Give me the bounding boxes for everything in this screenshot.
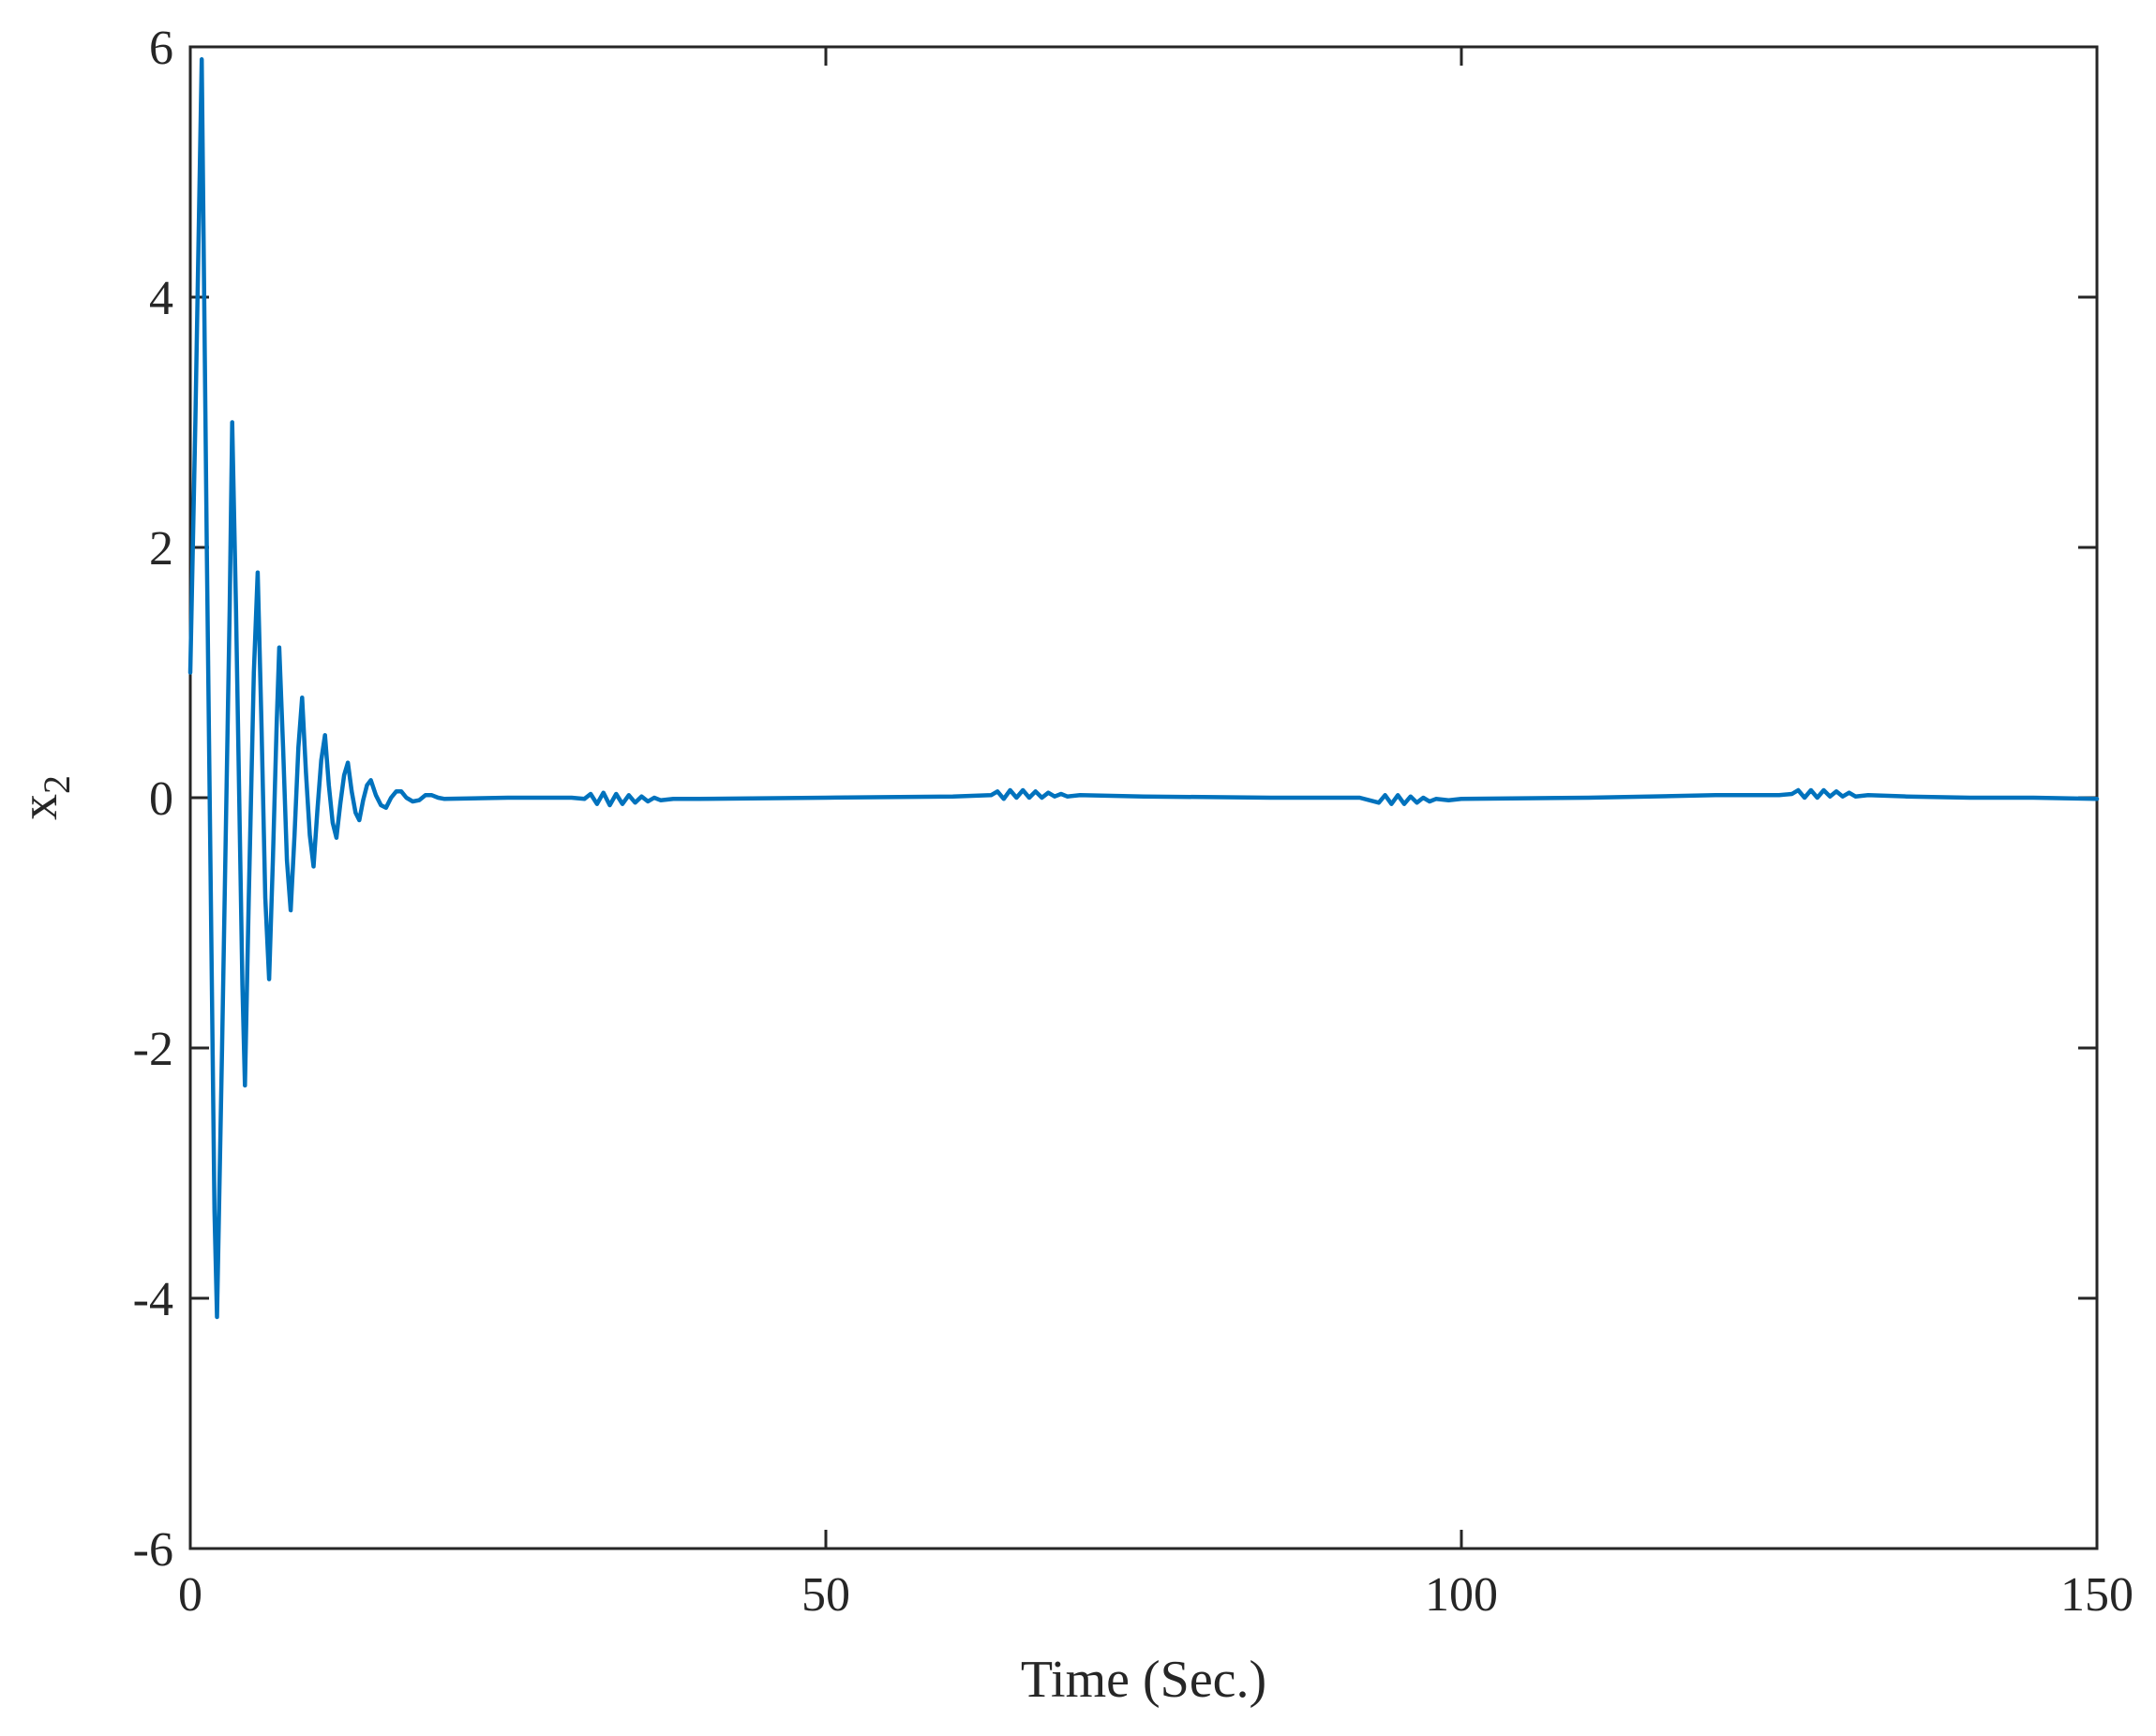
x-tick-label: 150 [2060,1568,2134,1622]
plot-area [187,45,2100,1550]
y-tick-label: -2 [133,1023,173,1076]
y-tick-label: -6 [133,1523,173,1577]
x-tick-label: 50 [801,1568,850,1622]
y-tick-label: 6 [149,22,173,75]
x-tick-label: 100 [1425,1568,1498,1622]
y-axis-label: x2 [10,775,78,820]
y-tick-label: 2 [149,522,173,576]
series-line-x2 [187,57,2100,1320]
tick-labels: 0 50 100 150 -6 -4 -2 0 2 4 6 [133,22,2134,1622]
y-tick-label: 4 [149,272,173,325]
x-axis-label: Time (Sec.) [1021,1651,1266,1709]
y-axis-label-subscript: 2 [36,775,78,794]
y-tick-label: 0 [149,772,173,826]
y-tick-label: -4 [133,1273,173,1326]
y-axis-label-base: x [10,794,68,820]
x-tick-label: 0 [178,1568,202,1622]
